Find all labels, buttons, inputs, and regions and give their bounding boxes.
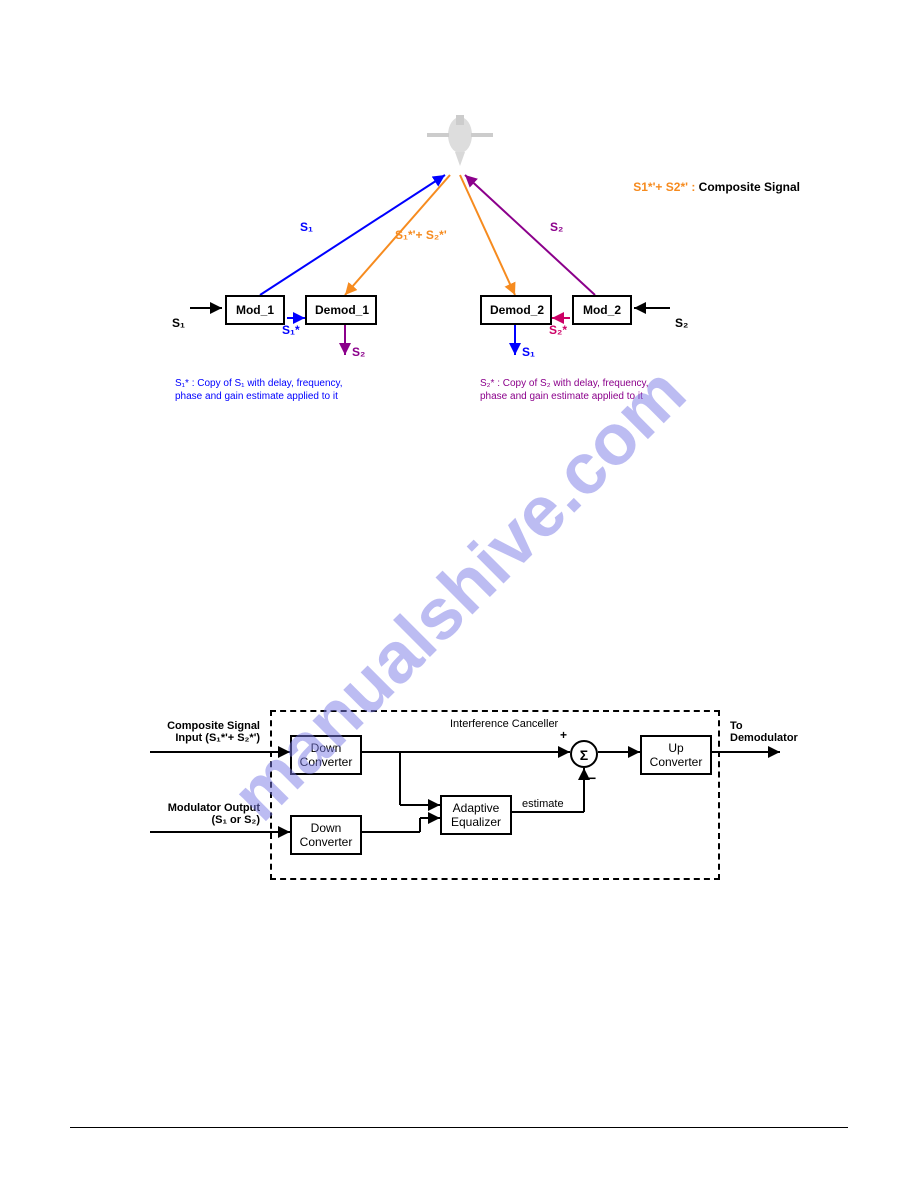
- block-diagram: Interference Canceller Composite Signal …: [140, 700, 780, 900]
- down-converter-2: Down Converter: [290, 815, 362, 855]
- mod2-block: Mod_2: [572, 295, 632, 325]
- minus-sign: −: [588, 770, 596, 786]
- adaptive-equalizer: Adaptive Equalizer: [440, 795, 512, 835]
- composite-signal-label: S1*'+ S2*' : Composite Signal: [633, 180, 800, 194]
- summer: Σ: [570, 740, 598, 768]
- satellite-icon: [425, 100, 495, 170]
- mod1-block: Mod_1: [225, 295, 285, 325]
- satellite-diagram: S1*'+ S2*' : Composite Signal S₁ S₁*'+ S…: [150, 80, 770, 440]
- s1-input-label: S₁: [172, 316, 185, 330]
- note-s1star: S₁* : Copy of S₁ with delay, frequency, …: [175, 377, 343, 403]
- s2star-label: S₂*: [549, 323, 567, 337]
- note-s2star: S₂* : Copy of S₂ with delay, frequency, …: [480, 377, 649, 403]
- composite-down-label: S₁*'+ S₂*': [395, 228, 447, 242]
- estimate-label: estimate: [522, 798, 564, 810]
- modulator-output-label: Modulator Output (S₁ or S₂): [140, 802, 260, 826]
- s1-uplink-label: S₁: [300, 220, 313, 234]
- footer-rule: [70, 1127, 848, 1128]
- s2-uplink-label: S₂: [550, 220, 563, 234]
- s1star-label: S₁*: [282, 323, 300, 337]
- demod1-block: Demod_1: [305, 295, 377, 325]
- s2-input-label: S₂: [675, 316, 688, 330]
- s2-output-label: S₂: [352, 345, 365, 359]
- composite-input-label: Composite Signal Input (S₁*'+ S₂*'): [140, 720, 260, 744]
- canceller-title: Interference Canceller: [450, 718, 558, 730]
- demodulator-output-label: To Demodulator: [730, 720, 798, 744]
- demod2-block: Demod_2: [480, 295, 552, 325]
- down-converter-1: Down Converter: [290, 735, 362, 775]
- plus-sign: +: [560, 728, 567, 742]
- up-converter: Up Converter: [640, 735, 712, 775]
- s1-output-label: S₁: [522, 345, 535, 359]
